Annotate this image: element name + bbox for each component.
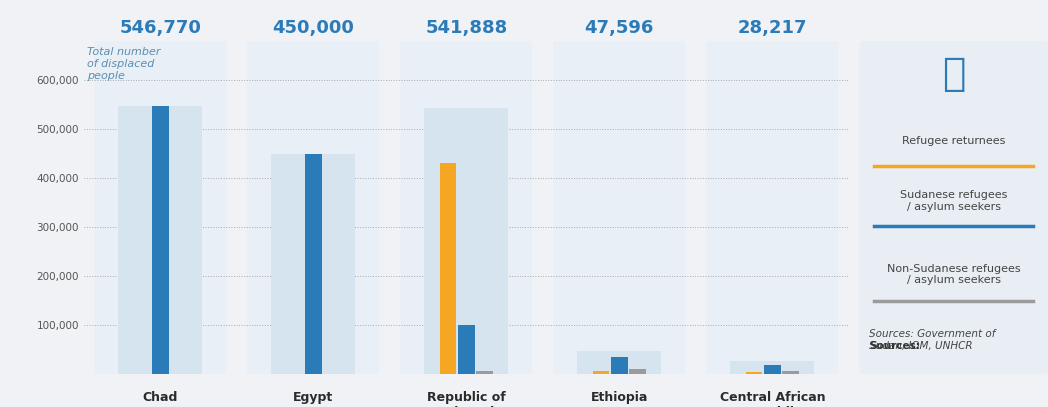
Bar (458, 325, 475, 374)
Text: Sudanese refugees
/ asylum seekers: Sudanese refugees / asylum seekers (900, 190, 1007, 212)
FancyBboxPatch shape (706, 41, 838, 374)
Bar (305, 153, 322, 374)
Bar (745, 372, 763, 374)
Text: 28,217: 28,217 (738, 20, 807, 37)
Text: Sources:: Sources: (869, 341, 920, 351)
Bar (476, 370, 494, 374)
Bar (152, 106, 169, 374)
Bar (424, 109, 508, 374)
Bar (592, 372, 610, 374)
Bar (730, 361, 814, 374)
Text: Chad: Chad (143, 391, 178, 404)
FancyBboxPatch shape (247, 41, 379, 374)
Text: Non-Sudanese refugees
/ asylum seekers: Non-Sudanese refugees / asylum seekers (887, 263, 1021, 285)
Bar (271, 153, 355, 374)
Text: Sources: Government of
Sudan, IOM, UNHCR: Sources: Government of Sudan, IOM, UNHCR (869, 330, 996, 351)
Text: Refugee returnees: Refugee returnees (902, 136, 1005, 146)
Text: 450,000: 450,000 (272, 20, 354, 37)
Bar (118, 106, 202, 374)
FancyBboxPatch shape (94, 41, 226, 374)
FancyBboxPatch shape (400, 41, 532, 374)
Text: Central African
Republic: Central African Republic (720, 391, 825, 407)
Text: 546,770: 546,770 (119, 20, 201, 37)
Bar (764, 365, 781, 374)
Text: 🏃: 🏃 (942, 55, 965, 93)
Text: Republic of
South Sudan: Republic of South Sudan (421, 391, 511, 407)
Text: Egypt: Egypt (293, 391, 333, 404)
Bar (611, 357, 628, 374)
Bar (439, 163, 457, 374)
Text: Ethiopia: Ethiopia (591, 391, 648, 404)
FancyBboxPatch shape (553, 41, 685, 374)
Text: Total number
of displaced
people: Total number of displaced people (87, 47, 160, 81)
Bar (577, 351, 661, 374)
Text: 47,596: 47,596 (585, 20, 654, 37)
FancyBboxPatch shape (859, 41, 1048, 374)
Bar (629, 369, 647, 374)
Bar (782, 370, 800, 374)
Text: 541,888: 541,888 (425, 20, 507, 37)
